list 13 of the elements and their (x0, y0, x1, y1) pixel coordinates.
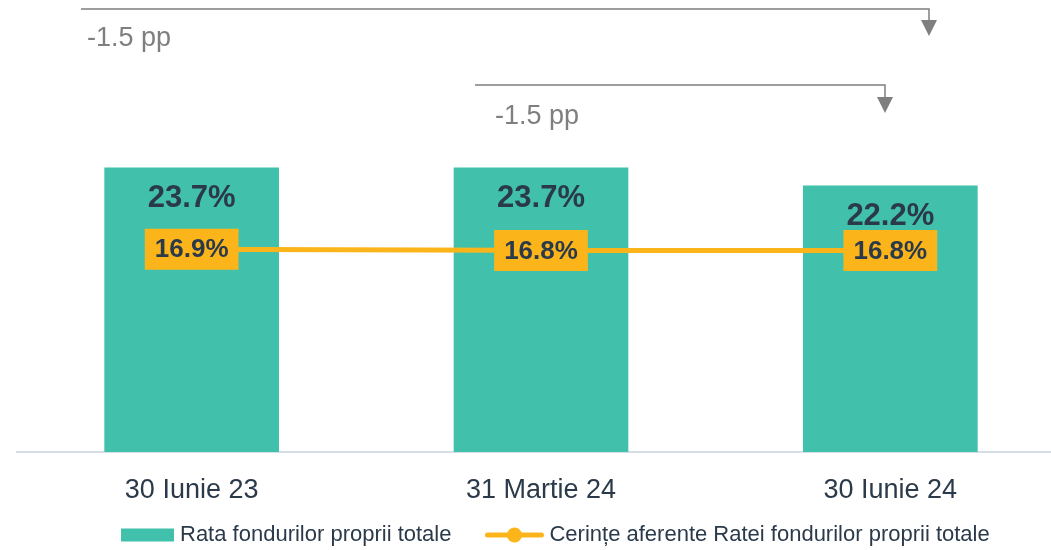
data-label: 22.2% (846, 197, 935, 233)
data-label: 23.7% (497, 179, 585, 215)
text: -1.5 pp (87, 22, 172, 53)
x-tick-label: 30 Iunie 24 (823, 473, 958, 504)
text: -1.5 pp (495, 100, 580, 131)
x-tick-label: 30 Iunie 23 (124, 473, 259, 504)
legend-label: Rata fondurilor proprii totale (180, 521, 452, 547)
data-label: 23.7% (147, 179, 236, 215)
data-label: 16.8% (853, 234, 928, 265)
data-label: 16.8% (504, 234, 578, 265)
legend-label: Cerințe aferente Ratei fondurilor proprii totale (549, 521, 990, 547)
x-tick-label: 31 Martie 24 (465, 473, 617, 504)
data-label: 16.9% (154, 233, 229, 264)
